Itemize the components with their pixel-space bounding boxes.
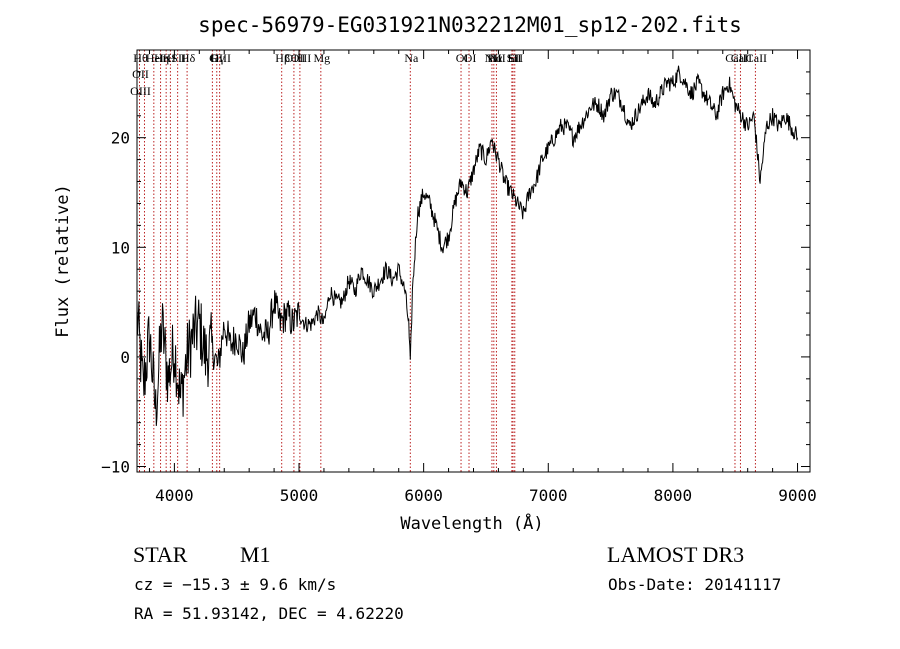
survey-name: LAMOST DR3 [607, 542, 744, 567]
marker-label: K [163, 51, 172, 65]
spectrum-series [136, 65, 798, 426]
marker-label: NII [489, 51, 506, 65]
y-axis-ticks: −10 0 10 20 [101, 71, 810, 477]
x-tick-label: 5000 [280, 486, 319, 505]
marker-label: HeI [146, 51, 164, 65]
y-tick-label: 10 [111, 238, 130, 257]
x-tick-label: 6000 [404, 486, 443, 505]
marker-label: SII [508, 51, 523, 65]
marker-label: CaII [725, 51, 746, 65]
x-tick-label: 9000 [778, 486, 817, 505]
x-tick-label: 4000 [155, 486, 194, 505]
spectrum-line [136, 65, 798, 426]
x-tick-label: 8000 [654, 486, 693, 505]
line-markers [138, 50, 756, 472]
marker-label: Na [404, 51, 419, 65]
marker-label: Li [508, 51, 519, 65]
marker-label: OIII [291, 51, 312, 65]
marker-label: G [209, 51, 218, 65]
x-axis-ticks: 4000 5000 6000 7000 8000 9000 [148, 50, 817, 505]
marker-label: CaII [746, 51, 767, 65]
marker-label: Hη [154, 51, 169, 65]
chart-title: spec-56979-EG031921N032212M01_sp12-202.f… [198, 13, 742, 37]
redshift-velocity: cz = −15.3 ± 9.6 km/s [134, 575, 336, 594]
marker-label: CaII [731, 51, 752, 65]
marker-label: Hγ [211, 51, 226, 65]
marker-label: SII [171, 51, 186, 65]
marker-label: NII [485, 51, 502, 65]
y-tick-label: 20 [111, 129, 130, 148]
marker-label: OI [464, 51, 477, 65]
marker-label: OII [132, 67, 149, 81]
coordinates: RA = 51.93142, DEC = 4.62220 [134, 604, 404, 623]
marker-label: OIII [210, 51, 231, 65]
observation-date: Obs-Date: 20141117 [608, 575, 781, 594]
object-class: STAR [133, 542, 188, 567]
marker-label: SII [507, 51, 522, 65]
marker-label: Mg [313, 51, 330, 65]
x-tick-label: 7000 [529, 486, 568, 505]
x-axis-label: Wavelength (Å) [400, 512, 543, 534]
marker-label: H [167, 51, 176, 65]
y-tick-label: −10 [101, 458, 130, 477]
y-tick-label: 0 [120, 348, 130, 367]
plot-frame [136, 49, 811, 473]
y-axis-label: Flux (relative) [53, 184, 73, 338]
marker-label: OI [456, 51, 469, 65]
marker-label: Hδ [181, 51, 196, 65]
marker-label: Hα [487, 51, 503, 65]
marker-label: Hβ [275, 51, 290, 65]
object-subclass: M1 [240, 542, 271, 567]
marker-label: OIII [130, 84, 151, 98]
marker-label: OIII [285, 51, 306, 65]
